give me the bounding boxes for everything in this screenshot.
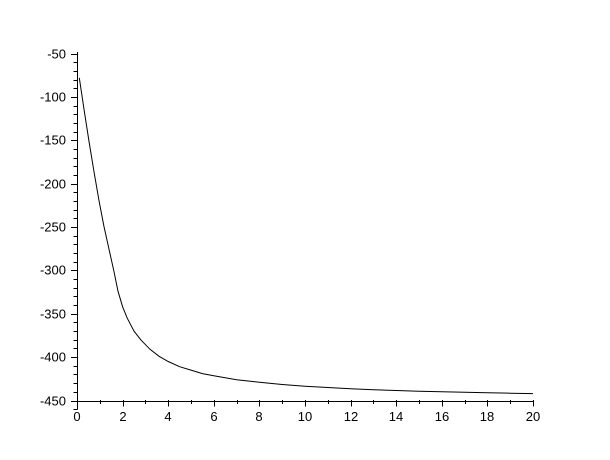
x-axis: 0 2 4 6 8 10 12 14 16 18 20 xyxy=(73,400,540,424)
x-tick-label: 2 xyxy=(119,409,126,424)
y-tick-label: -50 xyxy=(47,47,66,62)
y-tick-label: -100 xyxy=(40,90,66,105)
x-tick-label: 10 xyxy=(298,409,312,424)
y-tick-label: -150 xyxy=(40,133,66,148)
x-tick-label: 6 xyxy=(210,409,217,424)
data-curve xyxy=(78,77,534,395)
x-tick-label: 4 xyxy=(164,409,171,424)
y-tick-label: -350 xyxy=(40,307,66,322)
x-tick-label: 8 xyxy=(255,409,262,424)
y-tick-label: -250 xyxy=(40,220,66,235)
y-tick-label: -300 xyxy=(40,263,66,278)
x-tick-label: 16 xyxy=(435,409,449,424)
x-tick-label: 14 xyxy=(389,409,403,424)
x-tick-label: 20 xyxy=(526,409,540,424)
y-tick-label: -200 xyxy=(40,177,66,192)
x-tick-label: 12 xyxy=(344,409,358,424)
y-axis: -50 -100 -150 -200 -250 -300 -350 -400 -450 xyxy=(40,47,78,410)
x-tick-label: 18 xyxy=(480,409,494,424)
y-tick-label: -400 xyxy=(40,350,66,365)
x-tick-label: 0 xyxy=(73,409,80,424)
y-tick-label: -450 xyxy=(40,394,66,409)
